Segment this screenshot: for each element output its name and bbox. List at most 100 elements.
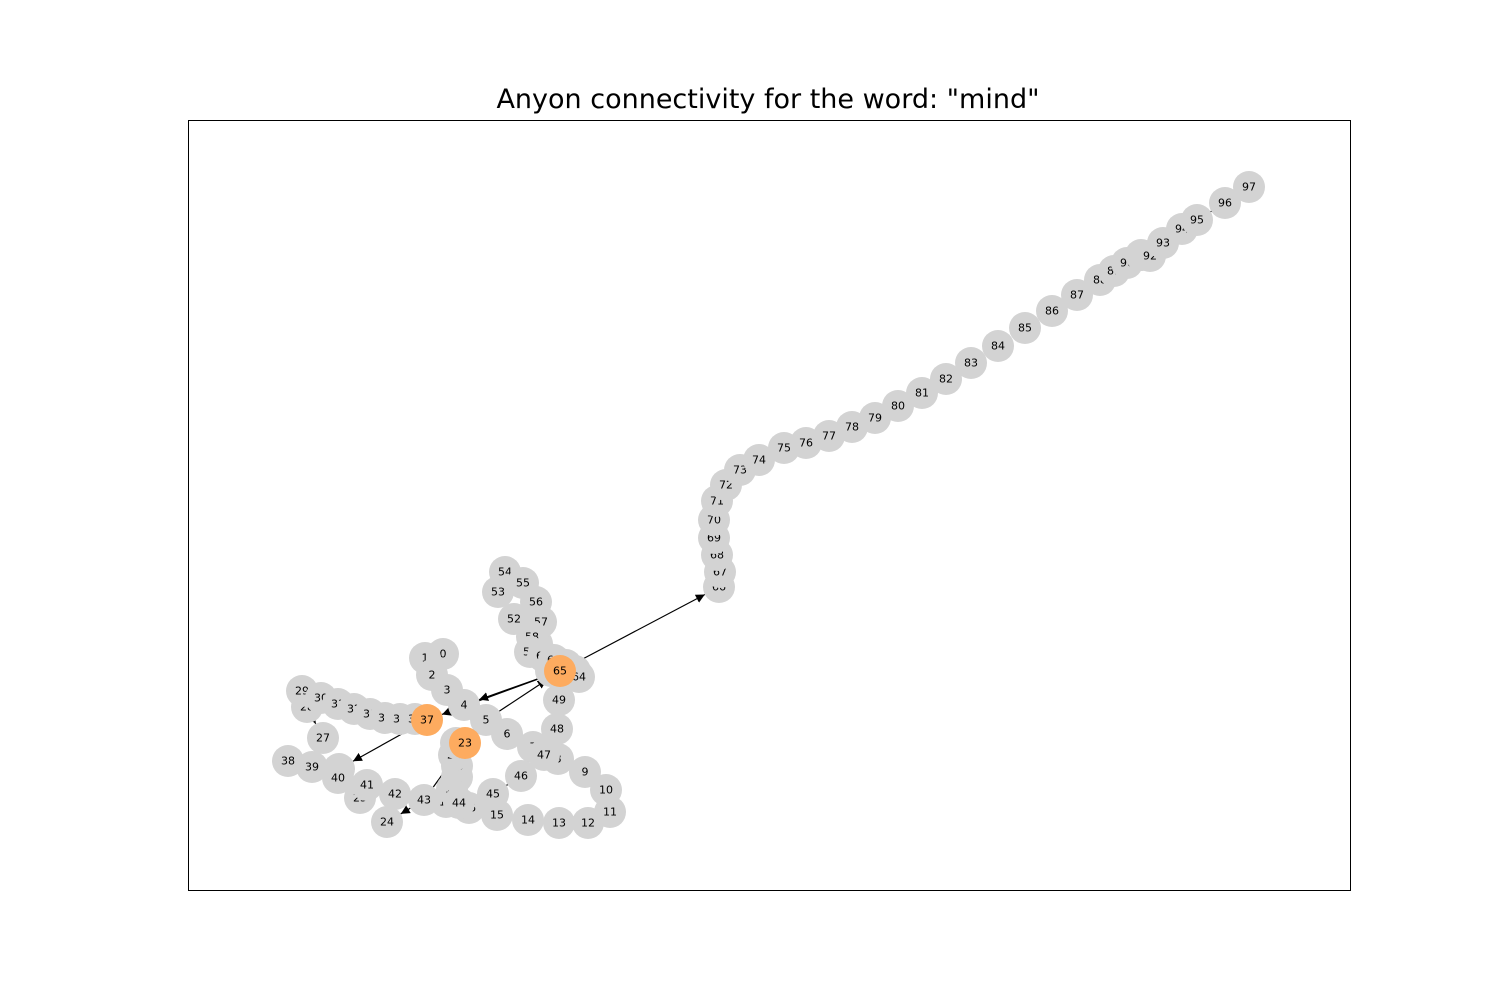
node-label: 74 [752,454,766,467]
node-87: 87 [1061,279,1093,311]
node-27: 27 [307,722,339,754]
node-label: 5 [483,714,490,727]
node-85: 85 [1009,312,1041,344]
node-label: 9 [582,766,589,779]
node-label: 80 [891,400,905,413]
node-label: 93 [1156,237,1170,250]
node-circle [882,390,914,422]
node-80: 80 [882,390,914,422]
node-74: 74 [743,444,775,476]
node-circle [371,806,403,838]
node-81: 81 [906,377,938,409]
node-label: 14 [521,814,535,827]
node-37: 37 [411,704,443,736]
node-circle [411,704,443,736]
node-circle [543,807,575,839]
edge-43-24 [400,805,411,815]
node-circle [477,778,509,810]
node-label: 47 [537,749,551,762]
node-circle [543,684,575,716]
node-label: 12 [581,817,595,830]
node-label: 3 [444,684,451,697]
node-label: 78 [845,421,859,434]
node-label: 52 [507,613,521,626]
node-label: 42 [388,788,402,801]
node-circle [408,784,440,816]
node-label: 37 [420,714,434,727]
node-96: 96 [1209,187,1241,219]
node-circle [955,347,987,379]
node-label: 2 [429,669,436,682]
node-circle [906,377,938,409]
node-circle [272,745,304,777]
node-47: 47 [528,739,560,771]
node-label: 24 [380,816,394,829]
node-24: 24 [371,806,403,838]
node-label: 45 [486,788,500,801]
edge-28-27 [307,713,317,725]
node-label: 4 [461,699,468,712]
node-circle [544,655,576,687]
node-86: 86 [1036,295,1068,327]
node-label: 77 [822,430,836,443]
node-14: 14 [512,804,544,836]
node-circle [1036,295,1068,327]
node-label: 13 [552,817,566,830]
node-circle [1061,279,1093,311]
node-label: 56 [529,596,543,609]
node-label: 11 [603,806,617,819]
node-circle [569,756,601,788]
node-label: 86 [1045,305,1059,318]
node-circle [322,762,354,794]
node-label: 75 [777,442,791,455]
node-label: 55 [516,577,530,590]
node-44: 44 [443,787,475,819]
node-label: 79 [868,412,882,425]
node-label: 85 [1018,322,1032,335]
edge-5-65 [499,679,547,712]
nodes-layer: 0123456789101112131415161718192021222324… [272,171,1265,839]
node-label: 81 [915,387,929,400]
node-label: 41 [360,779,374,792]
node-label: 65 [553,665,567,678]
node-circle [505,760,537,792]
node-label: 54 [498,566,512,579]
node-label: 83 [964,357,978,370]
node-9: 9 [569,756,601,788]
node-label: 84 [991,340,1005,353]
node-circle [491,718,523,750]
node-label: 44 [452,797,466,810]
node-97: 97 [1233,171,1265,203]
node-38: 38 [272,745,304,777]
node-circle [528,739,560,771]
node-circle [541,713,573,745]
node-circle [379,778,411,810]
node-label: 0 [440,648,447,661]
node-39: 39 [296,751,328,783]
node-49: 49 [543,684,575,716]
node-12: 12 [572,807,604,839]
chart-title: Anyon connectivity for the word: "mind" [496,84,1040,115]
node-circle [443,787,475,819]
node-23: 23 [449,727,481,759]
node-label: 40 [331,772,345,785]
node-circle [1181,204,1213,236]
edge-65-66 [573,593,706,665]
node-circle [982,330,1014,362]
node-46: 46 [505,760,537,792]
node-circle [572,807,604,839]
node-label: 76 [799,437,813,450]
node-95: 95 [1181,204,1213,236]
node-label: 95 [1190,214,1204,227]
node-43: 43 [408,784,440,816]
node-circle [296,751,328,783]
node-label: 1 [422,652,429,665]
node-label: 49 [552,694,566,707]
node-label: 23 [458,737,472,750]
node-83: 83 [955,347,987,379]
node-label: 87 [1070,289,1084,302]
node-circle [1009,312,1041,344]
node-label: 38 [281,755,295,768]
